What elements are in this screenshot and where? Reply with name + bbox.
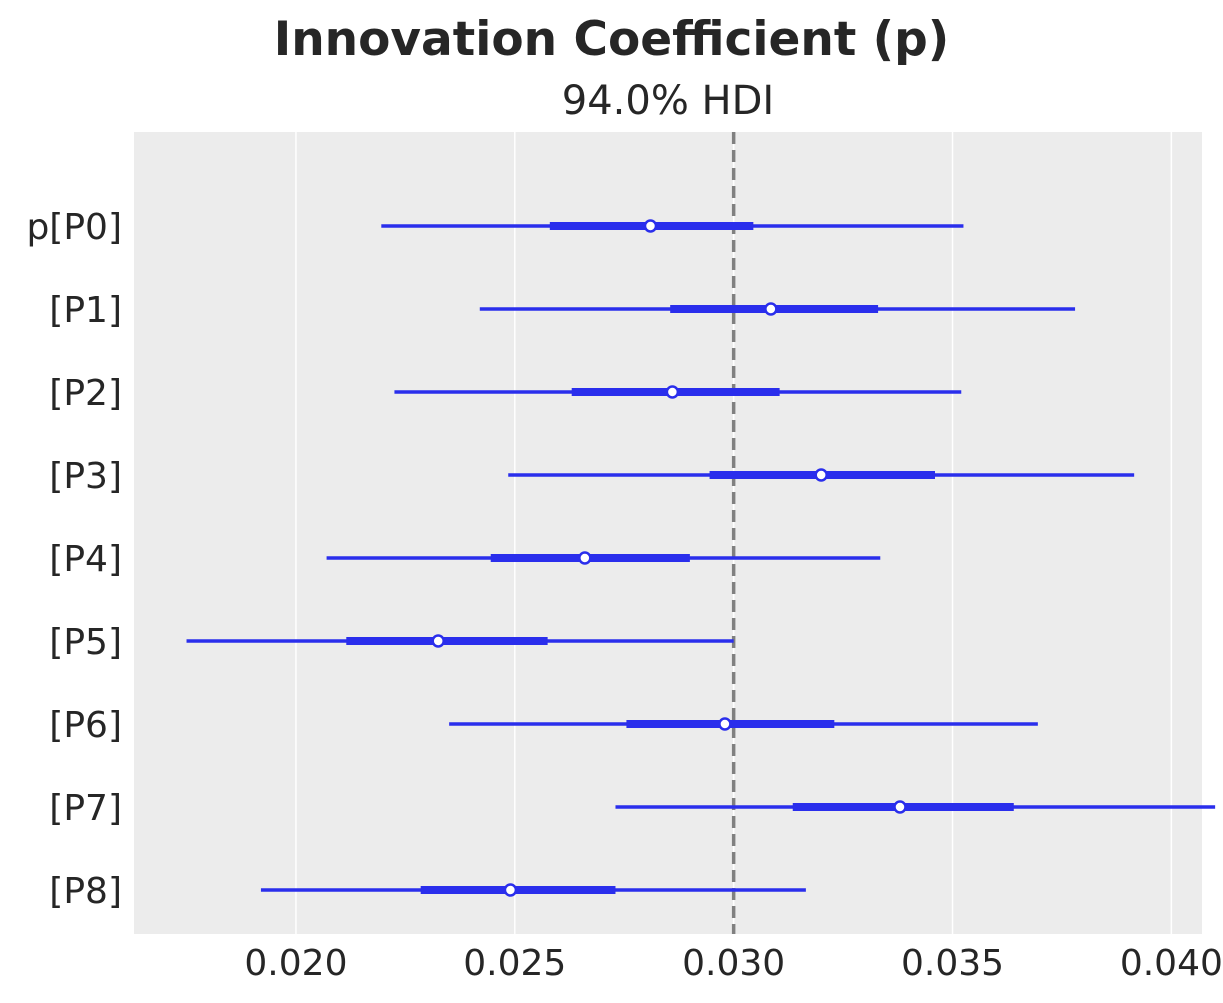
median-point [718, 717, 732, 731]
x-tick-label: 0.035 [901, 943, 1004, 984]
y-tick-label: [P5] [49, 622, 122, 663]
x-tick-label: 0.030 [682, 943, 785, 984]
x-tick-label: 0.020 [244, 943, 347, 984]
median-point [814, 468, 828, 482]
x-tick-labels: 0.020 0.025 0.030 0.035 0.040 [244, 943, 1222, 984]
x-tick-label: 0.040 [1120, 943, 1223, 984]
median-point [893, 800, 907, 814]
plot-panel [134, 132, 1202, 934]
y-tick-label: [P8] [49, 871, 122, 912]
chart-subtitle: 94.0% HDI [561, 78, 775, 124]
median-point [665, 385, 680, 399]
y-tick-labels: p[P0] [P1] [P2] [P3] [P4] [P5] [P6] [P7] [P8] [26, 207, 122, 912]
median-point [643, 219, 658, 233]
x-tick-label: 0.025 [463, 943, 566, 984]
median-point [503, 883, 518, 897]
median-point [431, 634, 445, 648]
y-tick-label: [P3] [49, 456, 122, 497]
y-tick-label: [P1] [49, 290, 122, 331]
median-point [578, 551, 592, 565]
y-tick-label: [P6] [49, 705, 122, 746]
y-tick-label: [P2] [49, 373, 122, 414]
y-tick-label: p[P0] [26, 207, 122, 248]
y-tick-label: [P4] [49, 539, 122, 580]
y-tick-label: [P7] [49, 788, 122, 829]
series-intervals [186, 219, 1216, 897]
chart-title: Innovation Coefficient (p) [273, 12, 950, 67]
median-point [764, 302, 778, 316]
